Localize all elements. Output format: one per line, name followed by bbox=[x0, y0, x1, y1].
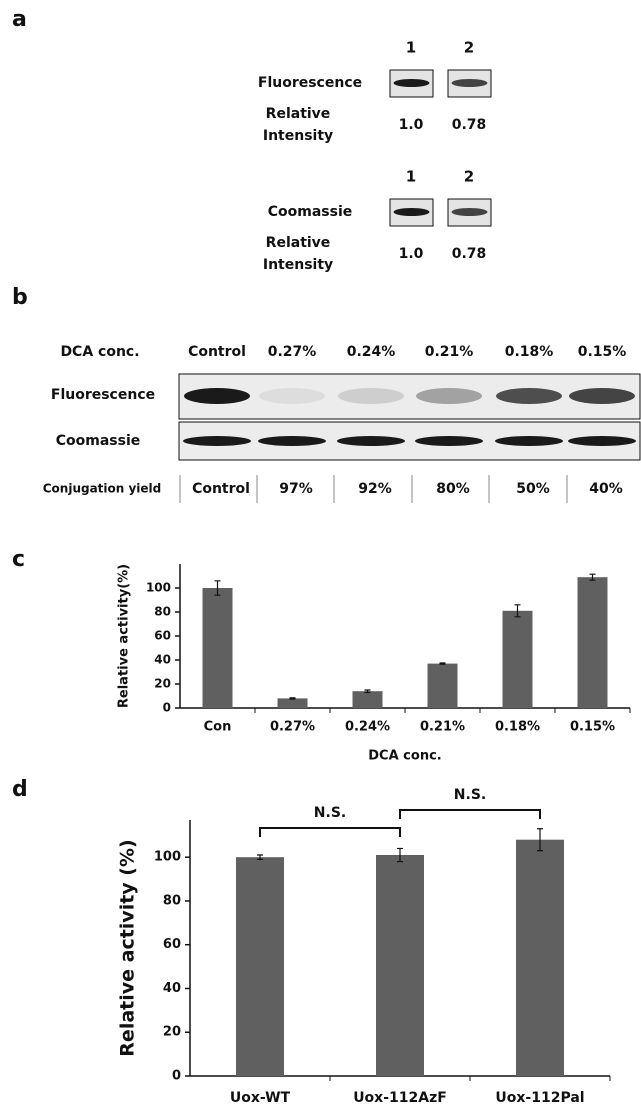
condition-label: 0.15% bbox=[578, 344, 627, 360]
fluorescence-band bbox=[416, 388, 482, 404]
intensity-value: 0.78 bbox=[452, 117, 487, 133]
x-tick-label: 0.24% bbox=[345, 720, 390, 735]
y-tick-label: 60 bbox=[163, 937, 181, 952]
coomassie-band bbox=[568, 436, 636, 446]
fluorescence-band bbox=[259, 388, 325, 404]
row-label: Conjugation yield bbox=[43, 482, 162, 496]
significance-bracket bbox=[260, 828, 400, 837]
fluorescence-band bbox=[496, 388, 562, 404]
y-tick-label: 80 bbox=[154, 605, 171, 619]
gel-band bbox=[452, 79, 488, 87]
y-tick-label: 40 bbox=[154, 653, 171, 667]
x-tick-label: 0.21% bbox=[420, 720, 465, 735]
y-tick-label: 40 bbox=[163, 981, 181, 996]
bar bbox=[353, 691, 383, 708]
figure-canvas: a 1 2 Fluorescence 1.0 0.78 1 2 Coomassie 1.0 0.78… bbox=[0, 0, 641, 1111]
stain-label: Fluorescence bbox=[258, 75, 362, 91]
panel-label: b bbox=[12, 285, 28, 310]
coomassie-band bbox=[415, 436, 483, 446]
panel-label: c bbox=[12, 547, 25, 572]
fluorescence-band bbox=[184, 388, 250, 404]
condition-label: 0.24% bbox=[347, 344, 396, 360]
x-tick-label: 0.15% bbox=[570, 720, 615, 735]
lane-label: 1 bbox=[406, 39, 416, 57]
x-axis-title: DCA conc. bbox=[368, 749, 441, 764]
annotation: N.S. bbox=[454, 787, 486, 803]
gel-band bbox=[394, 208, 430, 216]
yield-label: 50% bbox=[516, 481, 550, 497]
y-axis-title: Relative activity(%) bbox=[117, 564, 132, 708]
condition-label: 0.27% bbox=[268, 344, 317, 360]
condition-label: 0.21% bbox=[425, 344, 474, 360]
x-tick-label: Uox-WT bbox=[230, 1090, 291, 1106]
measure-label: Relative Intensity bbox=[258, 232, 338, 276]
y-axis-title: Relative activity (%) bbox=[117, 839, 139, 1056]
error-bar bbox=[290, 698, 296, 699]
y-tick-label: 0 bbox=[172, 1069, 181, 1084]
coomassie-band bbox=[337, 436, 405, 446]
yield-label: 80% bbox=[436, 481, 470, 497]
significance-bracket bbox=[400, 810, 540, 819]
lane-label: 2 bbox=[464, 39, 474, 57]
row-label: Fluorescence bbox=[51, 387, 155, 403]
bar bbox=[516, 840, 564, 1076]
condition-label: 0.18% bbox=[505, 344, 554, 360]
bar bbox=[428, 664, 458, 708]
fluorescence-band bbox=[569, 388, 635, 404]
bar bbox=[578, 577, 608, 708]
y-tick-label: 80 bbox=[163, 893, 181, 908]
figure: a 1 2 Fluorescence 1.0 0.78 1 2 Coomassie 1.0 0.78… bbox=[0, 0, 641, 1111]
y-tick-label: 100 bbox=[146, 581, 171, 595]
error-bar bbox=[440, 663, 446, 664]
annotation: N.S. bbox=[314, 805, 346, 821]
gel-band bbox=[394, 79, 430, 87]
x-tick-label: 0.18% bbox=[495, 720, 540, 735]
bar bbox=[278, 698, 308, 708]
yield-label: 97% bbox=[279, 481, 313, 497]
coomassie-band bbox=[183, 436, 251, 446]
lane-label: 1 bbox=[406, 168, 416, 186]
row-label: Coomassie bbox=[56, 433, 141, 449]
coomassie-band bbox=[258, 436, 326, 446]
y-tick-label: 60 bbox=[154, 629, 171, 643]
yield-label: 92% bbox=[358, 481, 392, 497]
yield-label: Control bbox=[192, 481, 250, 497]
x-tick-label: Uox-112AzF bbox=[353, 1090, 447, 1106]
intensity-value: 1.0 bbox=[399, 246, 424, 262]
y-tick-label: 0 bbox=[163, 701, 171, 715]
gel-band bbox=[452, 208, 488, 216]
bar bbox=[203, 588, 233, 708]
measure-label: Relative Intensity bbox=[258, 103, 338, 147]
y-tick-label: 20 bbox=[163, 1025, 181, 1040]
fluorescence-band bbox=[338, 388, 404, 404]
bar bbox=[376, 855, 424, 1076]
panel-label: d bbox=[12, 777, 28, 802]
y-tick-label: 100 bbox=[154, 850, 181, 865]
x-tick-label: 0.27% bbox=[270, 720, 315, 735]
panel-label: a bbox=[12, 7, 27, 32]
bar bbox=[236, 857, 284, 1076]
coomassie-band bbox=[495, 436, 563, 446]
yield-label: 40% bbox=[589, 481, 623, 497]
x-tick-label: Con bbox=[204, 720, 232, 735]
intensity-value: 0.78 bbox=[452, 246, 487, 262]
y-tick-label: 20 bbox=[154, 677, 171, 691]
row-label: DCA conc. bbox=[60, 344, 139, 360]
condition-label: Control bbox=[188, 344, 246, 360]
intensity-value: 1.0 bbox=[399, 117, 424, 133]
lane-label: 2 bbox=[464, 168, 474, 186]
bar bbox=[503, 611, 533, 708]
stain-label: Coomassie bbox=[268, 204, 353, 220]
x-tick-label: Uox-112Pal bbox=[495, 1090, 584, 1106]
